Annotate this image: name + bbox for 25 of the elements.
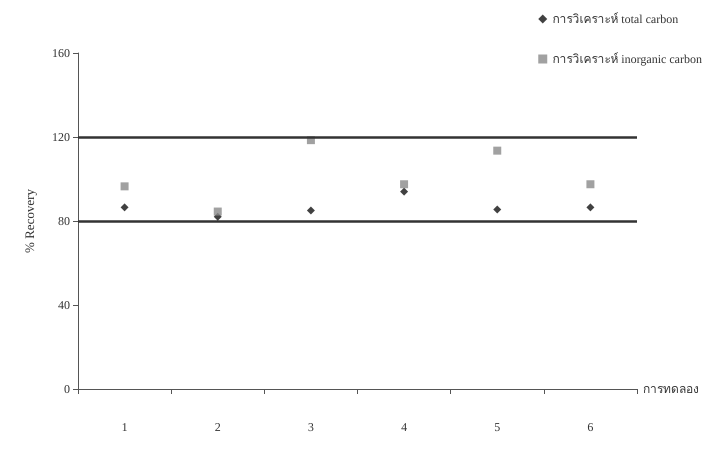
point — [120, 182, 129, 190]
point — [586, 203, 594, 212]
point — [400, 188, 408, 196]
y-axis-title: % Recovery — [22, 188, 37, 253]
x-tick-label: 5 — [494, 420, 500, 434]
x-tick-label: 4 — [401, 420, 408, 434]
x-tick-label: 1 — [122, 420, 128, 434]
y-tick-label: 80 — [58, 214, 70, 228]
point — [306, 206, 315, 214]
y-tick-label: 120 — [52, 130, 70, 144]
x-tick-label: 3 — [308, 420, 314, 434]
x-tick-label: 2 — [214, 420, 221, 434]
legend-label: การวิเคราะห์ inorganic carbon — [552, 52, 702, 66]
x-tick-label: 6 — [587, 420, 594, 434]
point — [214, 208, 222, 216]
point — [400, 180, 408, 188]
point — [120, 203, 129, 212]
y-tick-label: 40 — [58, 298, 70, 312]
x-axis-title: การทดลอง — [643, 382, 699, 396]
point — [586, 180, 594, 188]
y-tick-label: 160 — [52, 46, 70, 60]
legend-label: การวิเคราะห์ total carbon — [552, 12, 678, 26]
point — [493, 146, 502, 155]
point — [493, 205, 502, 214]
y-tick-label: 0 — [64, 382, 70, 396]
